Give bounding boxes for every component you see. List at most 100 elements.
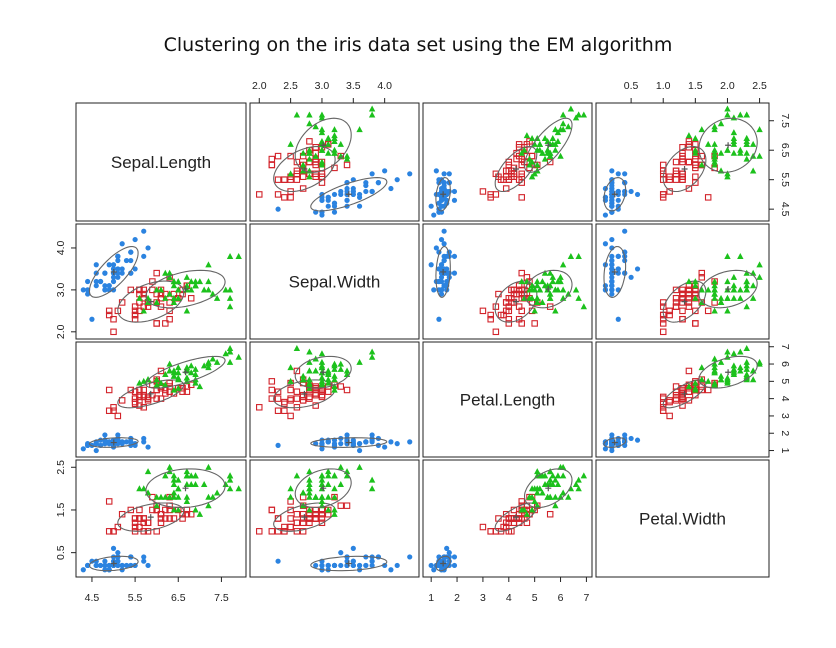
point bbox=[717, 358, 725, 365]
cluster-ellipse bbox=[273, 145, 336, 193]
point bbox=[441, 228, 447, 234]
point bbox=[446, 550, 452, 556]
cluster-center bbox=[440, 191, 447, 198]
point bbox=[344, 197, 350, 203]
point bbox=[528, 158, 536, 165]
tick-label: 1.5 bbox=[688, 80, 703, 92]
cluster-center bbox=[182, 286, 189, 293]
point bbox=[166, 315, 173, 323]
point bbox=[331, 372, 338, 379]
point bbox=[325, 468, 332, 475]
cluster-ellipse bbox=[294, 355, 352, 389]
point bbox=[436, 266, 442, 272]
point bbox=[615, 191, 621, 198]
point bbox=[325, 472, 332, 479]
tick-label: 2.0 bbox=[55, 324, 67, 339]
point bbox=[170, 299, 178, 306]
point bbox=[513, 155, 520, 163]
point bbox=[306, 173, 313, 180]
cluster-ellipse bbox=[494, 145, 538, 193]
point bbox=[743, 374, 750, 381]
point bbox=[325, 562, 331, 569]
point bbox=[140, 519, 147, 527]
point bbox=[730, 350, 738, 357]
point bbox=[274, 176, 282, 183]
point bbox=[717, 299, 725, 306]
point bbox=[431, 287, 437, 293]
panel-sepal_length-vs-petal_width bbox=[80, 463, 242, 573]
point bbox=[622, 171, 628, 177]
point bbox=[200, 480, 208, 487]
point bbox=[331, 383, 338, 390]
point bbox=[306, 138, 313, 145]
point bbox=[325, 194, 331, 200]
point bbox=[319, 197, 325, 203]
point bbox=[338, 441, 344, 447]
point bbox=[672, 295, 680, 302]
point bbox=[711, 140, 718, 147]
cluster-ellipse bbox=[88, 555, 139, 572]
point bbox=[628, 188, 634, 195]
cluster-ellipse bbox=[294, 117, 352, 173]
point bbox=[325, 506, 332, 513]
cluster-center bbox=[182, 369, 189, 376]
point bbox=[183, 468, 191, 475]
point bbox=[226, 345, 234, 352]
point bbox=[526, 294, 533, 301]
tick-label: 4.5 bbox=[85, 592, 100, 604]
point bbox=[281, 176, 288, 183]
point bbox=[183, 307, 191, 314]
point bbox=[692, 320, 699, 327]
point bbox=[609, 287, 615, 293]
point bbox=[528, 173, 536, 180]
point bbox=[756, 126, 763, 133]
point bbox=[518, 278, 525, 285]
point bbox=[438, 274, 445, 280]
panel-frame bbox=[422, 459, 593, 578]
point bbox=[685, 132, 693, 139]
point bbox=[615, 316, 621, 322]
point bbox=[119, 562, 125, 569]
point bbox=[287, 523, 294, 531]
point bbox=[444, 266, 450, 272]
point bbox=[666, 176, 673, 183]
point bbox=[609, 266, 615, 272]
point bbox=[698, 386, 706, 394]
point bbox=[331, 510, 338, 517]
point bbox=[672, 176, 680, 183]
point bbox=[622, 228, 628, 234]
point bbox=[293, 158, 301, 166]
point bbox=[659, 407, 667, 414]
point bbox=[299, 372, 307, 379]
point bbox=[692, 282, 699, 289]
point bbox=[368, 111, 376, 118]
point bbox=[166, 290, 173, 297]
point bbox=[602, 241, 609, 247]
point bbox=[343, 386, 351, 394]
point bbox=[145, 444, 151, 450]
cluster-center bbox=[301, 390, 308, 397]
point bbox=[505, 320, 513, 327]
point bbox=[114, 412, 122, 420]
point bbox=[672, 303, 680, 310]
point bbox=[275, 558, 281, 564]
point bbox=[268, 161, 276, 169]
point bbox=[479, 523, 487, 531]
point bbox=[274, 515, 282, 522]
point bbox=[698, 161, 705, 168]
cluster-center bbox=[681, 390, 688, 397]
point bbox=[451, 270, 458, 276]
point bbox=[205, 278, 212, 285]
point bbox=[692, 161, 699, 169]
point bbox=[299, 397, 307, 404]
point bbox=[685, 383, 693, 390]
cluster-ellipse bbox=[88, 437, 139, 448]
point bbox=[737, 149, 744, 156]
cluster-ellipse bbox=[698, 355, 758, 389]
point bbox=[749, 140, 757, 147]
point bbox=[128, 257, 134, 264]
point bbox=[188, 278, 195, 285]
point bbox=[318, 472, 326, 479]
point bbox=[526, 493, 533, 500]
point bbox=[85, 291, 91, 297]
